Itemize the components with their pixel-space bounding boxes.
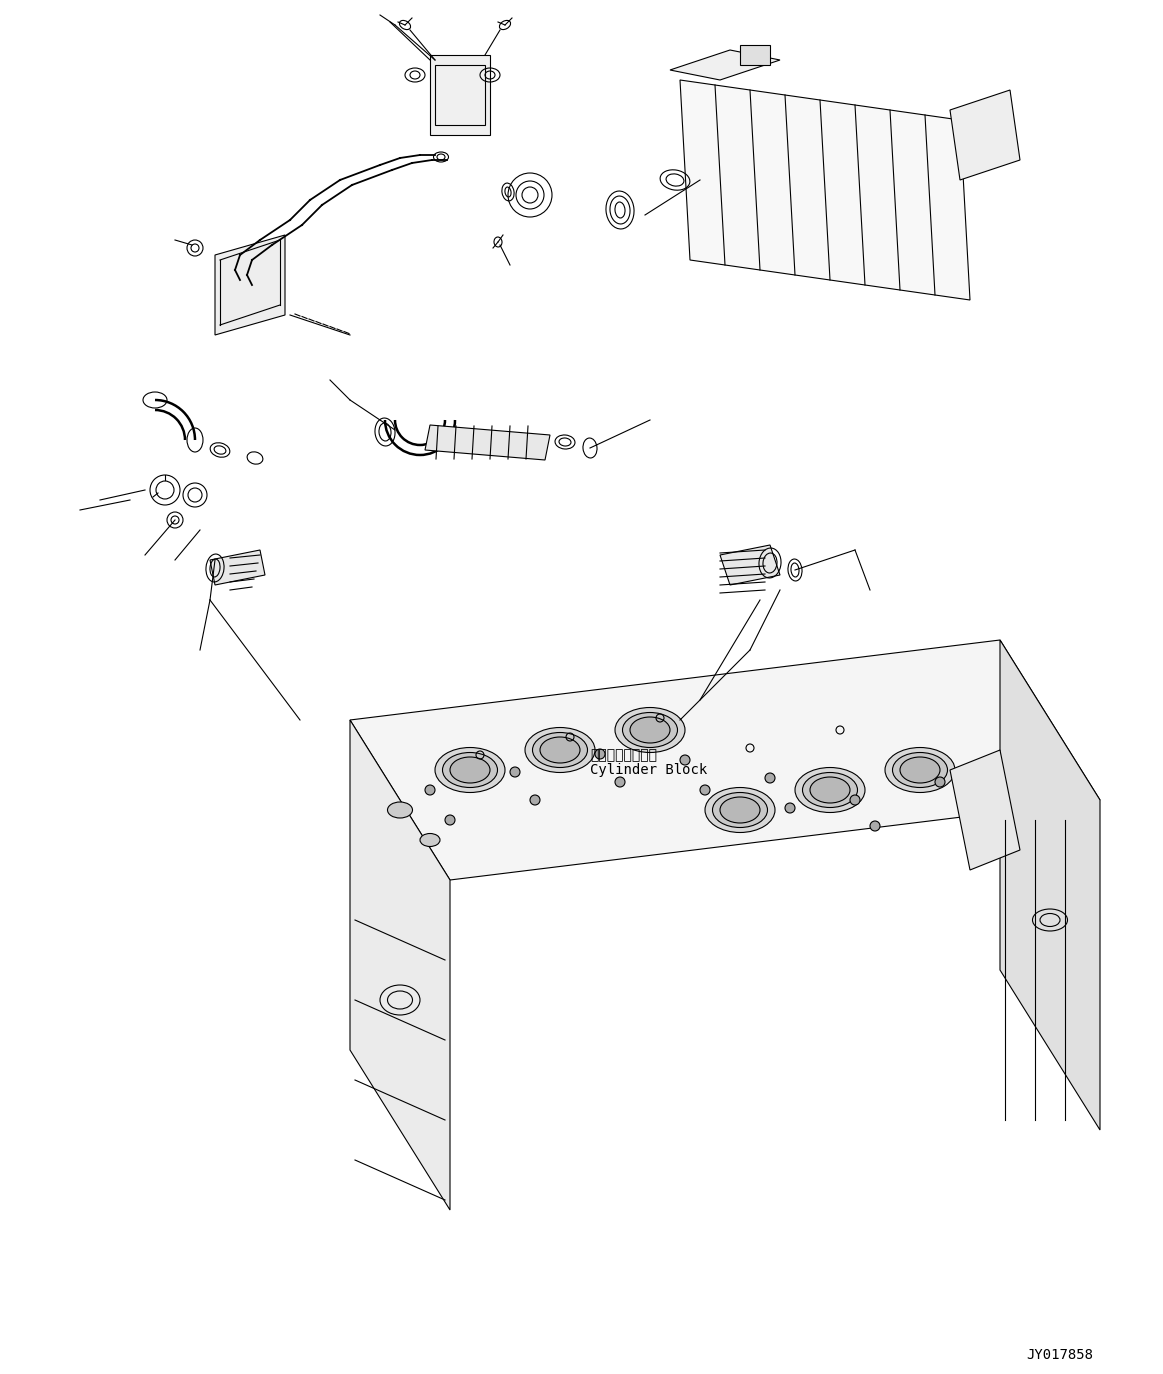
Ellipse shape <box>540 736 580 763</box>
Circle shape <box>850 796 859 805</box>
Polygon shape <box>215 235 285 335</box>
Text: シリンダブロック: シリンダブロック <box>590 747 657 763</box>
Circle shape <box>424 785 435 796</box>
Ellipse shape <box>809 778 850 802</box>
Ellipse shape <box>533 732 587 768</box>
Polygon shape <box>1000 640 1100 1129</box>
Polygon shape <box>670 49 780 80</box>
Circle shape <box>765 774 775 783</box>
Ellipse shape <box>420 834 440 846</box>
Ellipse shape <box>387 802 413 818</box>
Polygon shape <box>430 55 490 135</box>
Ellipse shape <box>802 772 857 808</box>
Ellipse shape <box>892 753 948 787</box>
Polygon shape <box>350 640 1100 879</box>
Ellipse shape <box>525 727 595 772</box>
Circle shape <box>615 778 625 787</box>
Ellipse shape <box>442 753 498 787</box>
Circle shape <box>511 767 520 778</box>
Ellipse shape <box>713 793 768 827</box>
Text: Cylinder Block: Cylinder Block <box>590 763 707 778</box>
Circle shape <box>595 749 605 758</box>
Circle shape <box>935 778 946 787</box>
Text: JY017858: JY017858 <box>1027 1348 1093 1362</box>
Circle shape <box>530 796 540 805</box>
Ellipse shape <box>615 708 685 753</box>
Ellipse shape <box>705 787 775 833</box>
Ellipse shape <box>435 747 505 793</box>
Polygon shape <box>720 545 780 585</box>
Circle shape <box>785 802 795 813</box>
Polygon shape <box>950 91 1020 180</box>
Ellipse shape <box>900 757 940 783</box>
Polygon shape <box>680 80 970 300</box>
Polygon shape <box>740 45 770 65</box>
Ellipse shape <box>720 797 759 823</box>
Circle shape <box>445 815 455 824</box>
Circle shape <box>680 754 690 765</box>
Ellipse shape <box>795 768 865 812</box>
Polygon shape <box>424 425 550 460</box>
Ellipse shape <box>630 717 670 743</box>
Ellipse shape <box>885 747 955 793</box>
Circle shape <box>870 822 880 831</box>
Ellipse shape <box>622 713 678 747</box>
Polygon shape <box>211 550 265 585</box>
Circle shape <box>700 785 709 796</box>
Ellipse shape <box>450 757 490 783</box>
Polygon shape <box>950 750 1020 870</box>
Polygon shape <box>350 720 450 1210</box>
